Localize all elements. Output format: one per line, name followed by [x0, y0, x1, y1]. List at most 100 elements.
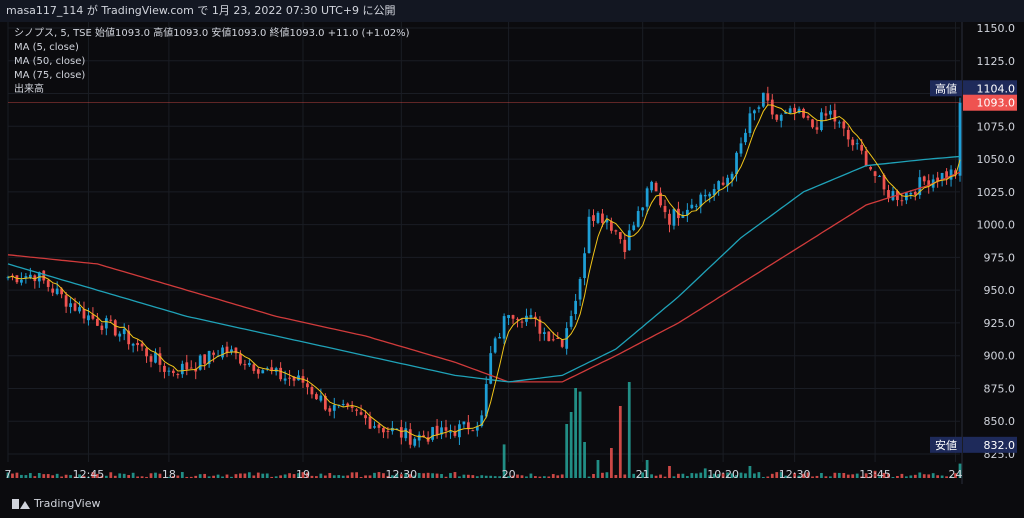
candle-body [230, 349, 233, 353]
volume-bar [127, 475, 131, 478]
volume-bar [797, 475, 801, 478]
candle-body [377, 424, 381, 428]
candle-body [668, 213, 671, 225]
volume-bar [364, 475, 367, 478]
volume-bar [922, 474, 926, 478]
volume-bar [891, 476, 895, 478]
candle-body [757, 107, 761, 109]
volume-bar [623, 474, 627, 478]
candle-body [551, 339, 555, 341]
candle-body [793, 107, 797, 113]
candle-body [104, 318, 108, 329]
candle-body [936, 177, 940, 182]
candle-body [726, 177, 729, 186]
candle-body [945, 171, 948, 179]
volume-bar [641, 472, 645, 478]
candle-body [319, 395, 323, 401]
chart-legend: シノプス, 5, TSE 始値1093.0 高値1093.0 安値1093.0 … [14, 27, 410, 97]
volume-bar [538, 476, 542, 478]
volume-bar [493, 476, 497, 478]
volume-bar [744, 473, 747, 478]
candle-body [864, 151, 868, 167]
volume-bar [315, 476, 318, 478]
x-tick-label: 21 [636, 468, 650, 481]
candle-body [475, 426, 479, 431]
volume-bar [104, 475, 108, 478]
volume-bar [878, 476, 881, 478]
volume-bar [444, 476, 448, 478]
volume-bar [319, 473, 323, 478]
volume-bar [382, 473, 385, 478]
volume-bar [113, 475, 117, 478]
volume-bar [404, 472, 408, 478]
y-tick-label: 1025.0 [977, 186, 1016, 199]
price-tag-bg [963, 94, 1017, 111]
volume-bar [261, 473, 265, 478]
volume-bar [690, 473, 694, 478]
candle-body [833, 110, 837, 122]
candle-body [949, 169, 953, 180]
legend-indicator-ma5[interactable]: MA (5, close) [14, 42, 79, 53]
volume-bar [534, 476, 537, 478]
candle-body [270, 367, 274, 371]
volume-bar [462, 474, 466, 478]
x-tick-label: 10:20 [707, 468, 739, 481]
candle-body [882, 175, 886, 190]
candle-body [221, 347, 224, 358]
volume-bar [243, 473, 247, 478]
candle-body [413, 438, 417, 446]
volume-bar [230, 476, 233, 478]
candle-body [234, 347, 238, 354]
candle-body [458, 424, 461, 438]
volume-bar [140, 476, 144, 478]
volume-bar [185, 476, 189, 478]
candle-body [28, 274, 32, 278]
volume-bar [811, 476, 814, 478]
price-tag-value: 1104.0 [977, 82, 1016, 95]
legend-indicator-ma75[interactable]: MA (75, close) [14, 70, 86, 81]
volume-bar [650, 474, 653, 478]
candle-body [887, 190, 890, 199]
legend-symbol[interactable]: シノプス, 5, TSE [14, 28, 92, 39]
candle-body [913, 191, 917, 195]
volume-bar [390, 475, 394, 478]
tradingview-brand[interactable]: TradingView [12, 497, 100, 510]
legend-indicator-volume[interactable]: 出来高 [14, 84, 44, 95]
candle-body [502, 316, 506, 339]
candle-body [654, 182, 658, 192]
candle-body [185, 362, 189, 370]
candle-body [735, 152, 738, 175]
volume-bar [502, 444, 506, 478]
candle-body [431, 427, 434, 440]
x-tick-label: 12:30 [779, 468, 811, 481]
candle-body [636, 211, 640, 227]
volume-bar [221, 476, 224, 478]
candle-body [131, 343, 135, 346]
candle-body [824, 113, 828, 116]
price-chart[interactable]: 1150.01125.01100.01075.01050.01025.01000… [0, 22, 1024, 490]
volume-bar [426, 472, 430, 478]
candle-body [721, 182, 725, 185]
volume-bar [225, 474, 229, 478]
price-tag-value: 1093.0 [977, 97, 1016, 110]
volume-bar [283, 474, 287, 478]
publish-caption-bar: masa117_114 が TradingView.com で 1月 23, 2… [0, 0, 1024, 22]
volume-bar [802, 473, 805, 478]
volume-bar [310, 475, 314, 478]
candle-body [265, 368, 269, 370]
candle-body [605, 219, 609, 223]
candle-body [359, 412, 363, 415]
volume-bar [829, 476, 832, 478]
legend-indicator-ma50[interactable]: MA (50, close) [14, 56, 86, 67]
candle-body [516, 318, 519, 320]
candle-body [511, 315, 515, 319]
volume-bar [15, 472, 19, 478]
volume-bar [779, 472, 783, 478]
volume-bar [712, 473, 716, 478]
candle-body [869, 166, 872, 170]
volume-bar [551, 474, 555, 478]
volume-bar [788, 476, 792, 478]
candle-body [212, 352, 215, 355]
candle-body [645, 188, 649, 207]
candle-body [601, 213, 604, 223]
